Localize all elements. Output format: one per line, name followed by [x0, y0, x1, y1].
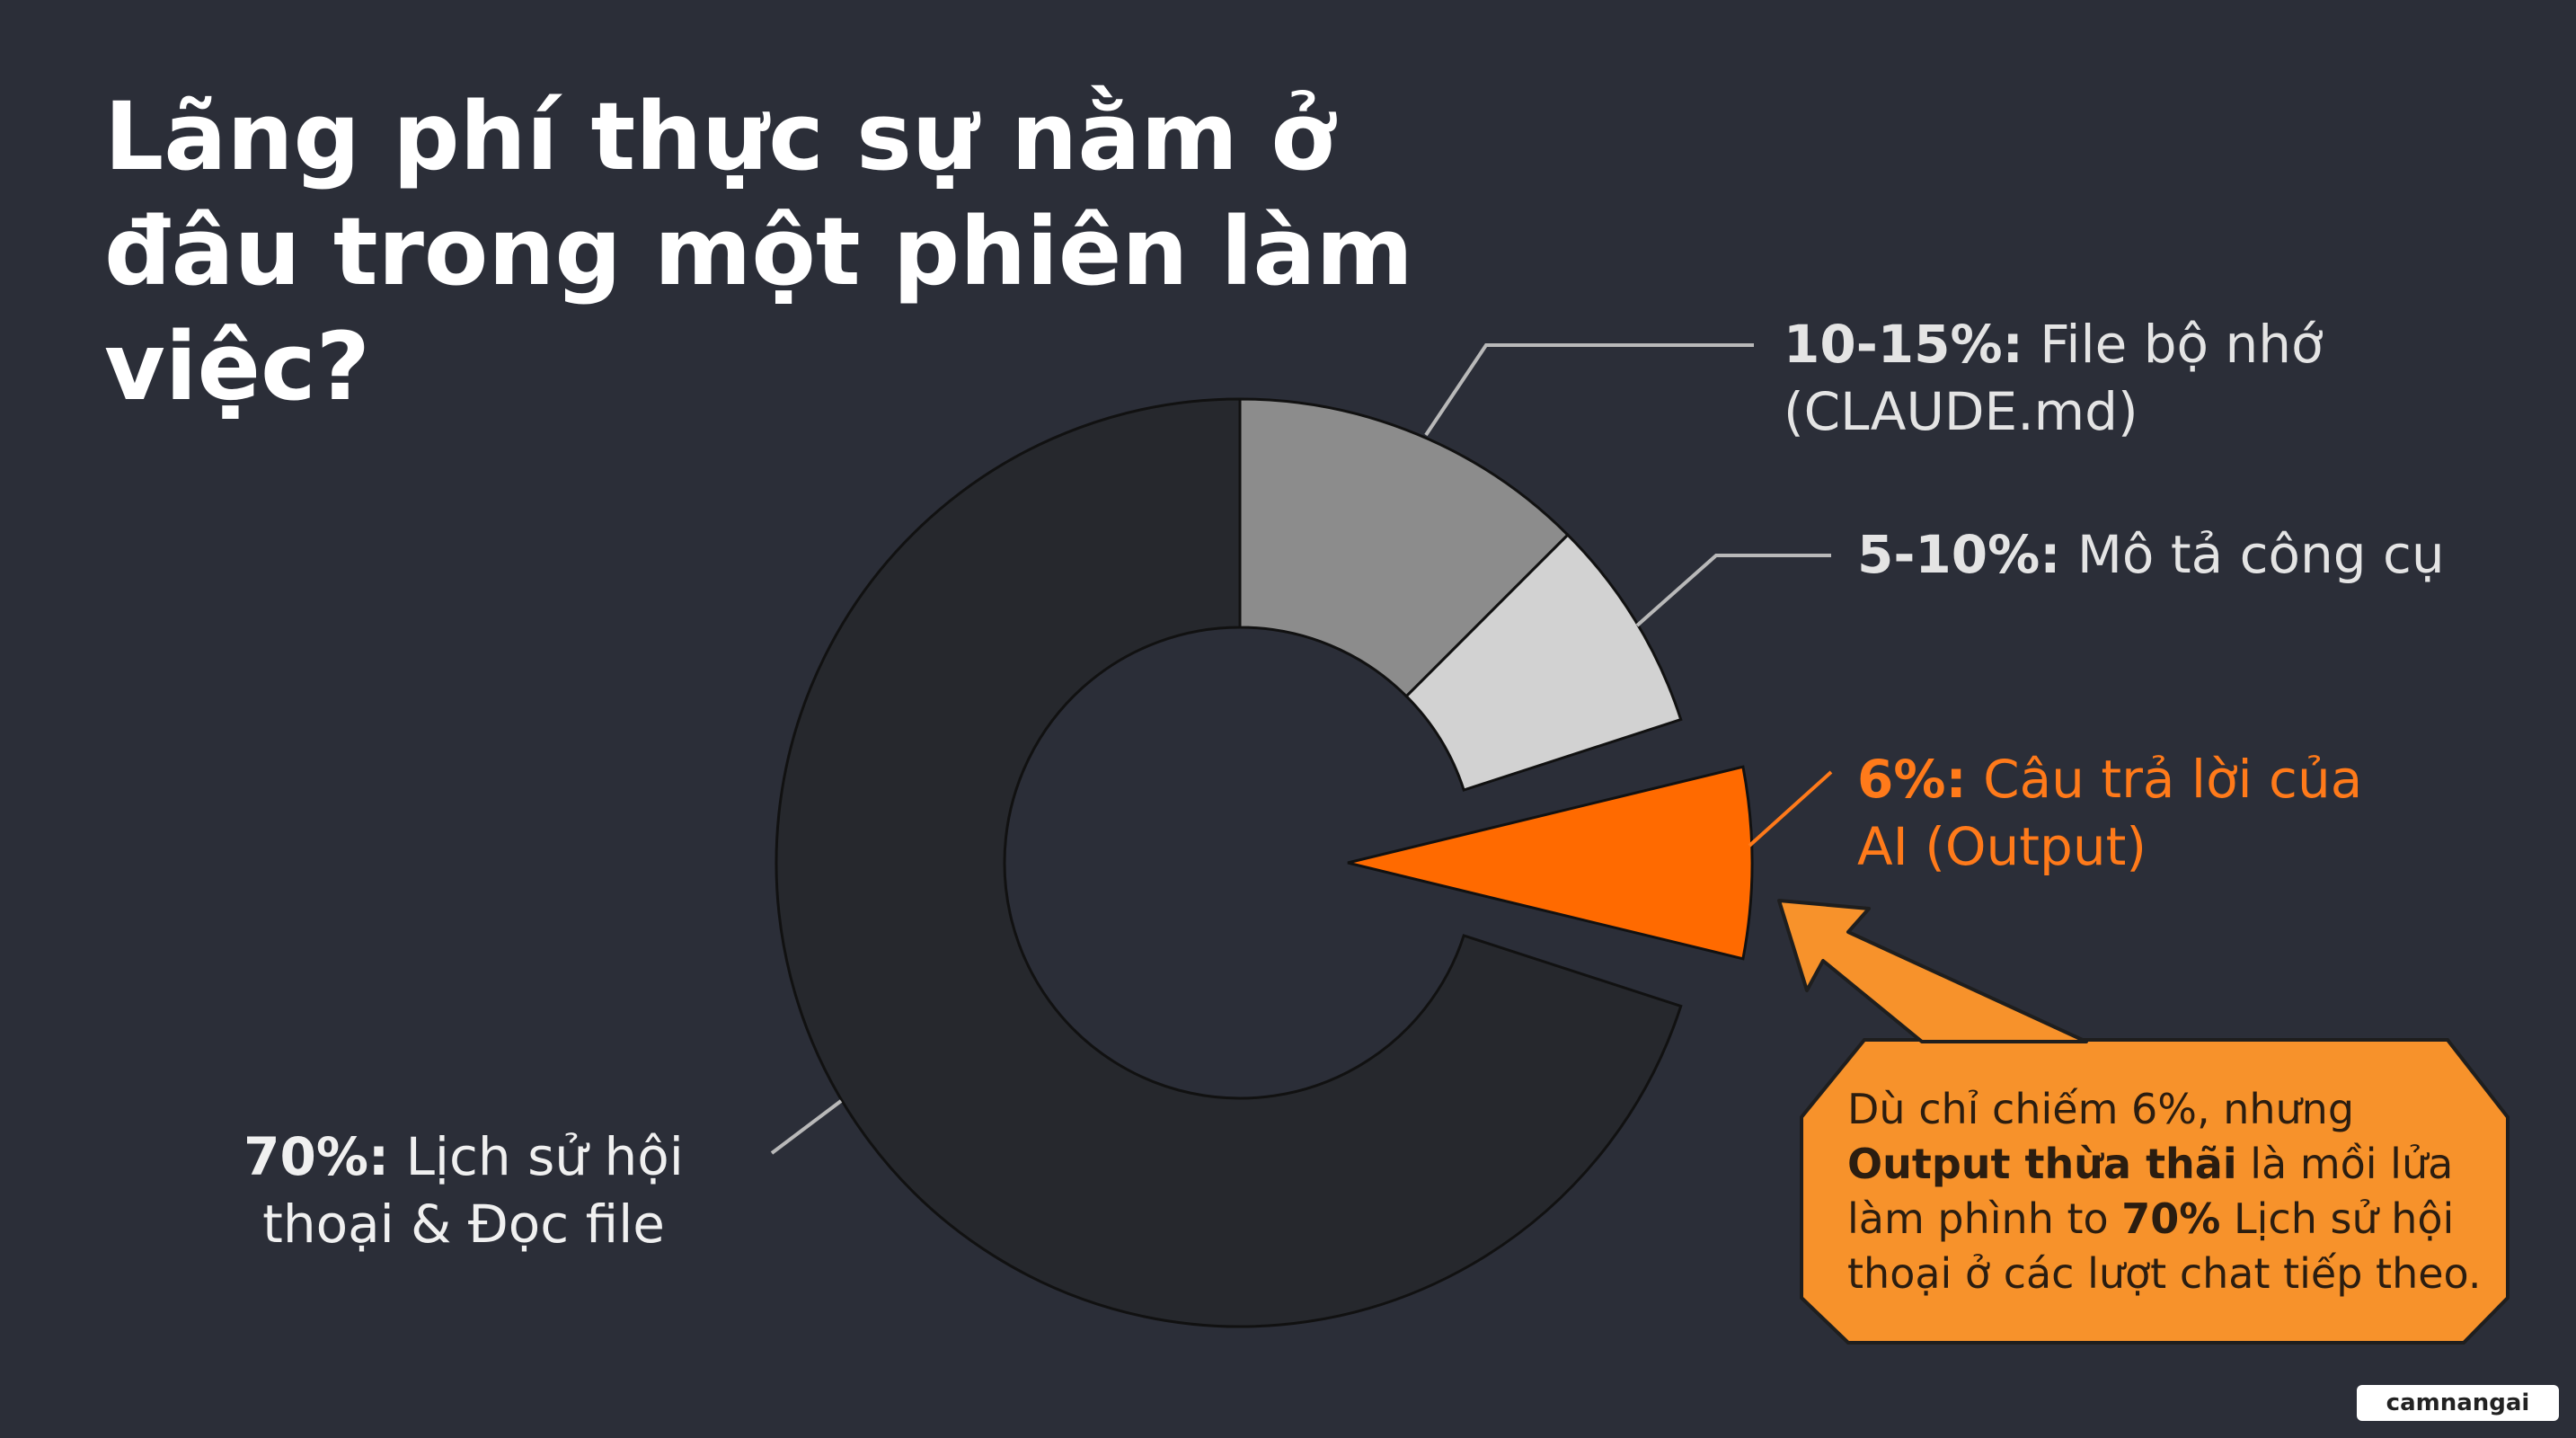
callout-part: Dù chỉ chiếm 6%, nhưng — [1847, 1085, 2355, 1133]
watermark: camnangai — [2357, 1385, 2559, 1421]
slice-category: Lịch sử hội thoại & Đọc file — [262, 1126, 684, 1255]
chart-title: Lãng phí thực sự nằm ở đâu trong một phi… — [104, 82, 1413, 422]
callout-arrow — [1777, 899, 2088, 1043]
leader-line — [770, 1099, 843, 1155]
callout-part: Output thừa thãi — [1847, 1140, 2237, 1188]
leader-line — [1424, 343, 1754, 437]
donut-slice — [775, 397, 1683, 1328]
slice-category: File bộ nhớ (CLAUDE.md) — [1784, 314, 2324, 442]
leader-line — [1635, 554, 1831, 627]
callout-text: Dù chỉ chiếm 6%, nhưng Output thừa thãi … — [1847, 1082, 2503, 1301]
callout-box — [1800, 1038, 2510, 1345]
slice-value-label: 70%: — [243, 1126, 390, 1187]
donut — [775, 397, 1754, 1328]
donut-slice — [1347, 765, 1754, 961]
slice-category: Câu trả lời của AI (Output) — [1857, 749, 2363, 877]
donut-slice — [1238, 397, 1570, 698]
slice-label: 5-10%: Mô tả công cụ — [1857, 521, 2504, 589]
slice-value-label: 10-15%: — [1784, 314, 2023, 375]
callout-part: 70% — [2121, 1194, 2221, 1243]
callout-part: Lịch sử hội thoại ở các lượt chat tiếp t… — [1847, 1194, 2482, 1298]
slice-label: 10-15%: File bộ nhớ (CLAUDE.md) — [1784, 311, 2341, 446]
donut-slice — [1404, 533, 1683, 792]
slice-category: Mô tả công cụ — [2076, 524, 2445, 585]
callout-part: là mồi lửa làm phình to — [1847, 1140, 2454, 1243]
slice-label: 70%: Lịch sử hội thoại & Đọc file — [176, 1123, 751, 1258]
slice-value-label: 6%: — [1857, 749, 1967, 810]
leader-line — [1748, 770, 1833, 848]
slice-value-label: 5-10%: — [1857, 524, 2061, 585]
slice-label: 6%: Câu trả lời của AI (Output) — [1857, 746, 2396, 881]
